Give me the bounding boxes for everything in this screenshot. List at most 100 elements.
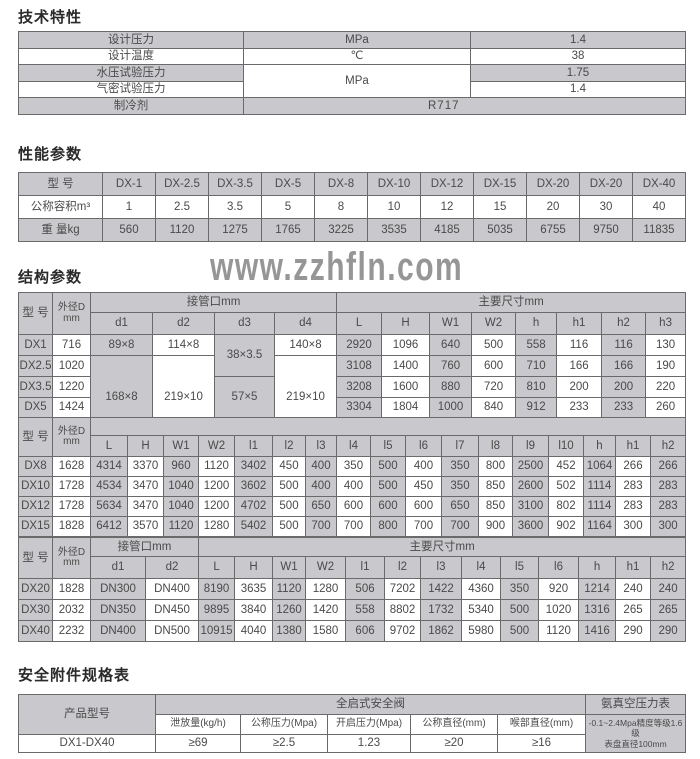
col-header: l1 [234,435,273,457]
value-cell: 3535 [367,218,421,242]
row-label: 重 量kg [18,218,103,242]
table-row: DX1 716 89×8 114×8 38×3.5 140×8 2920 1096 640 500… [18,334,687,377]
dim-cell: 350 [500,578,540,600]
diameter-cell: 716 [52,334,91,356]
dim-cell: 1114 [583,496,616,517]
col-header: l2 [272,435,306,457]
pipe-cell: 219×10 [152,376,215,418]
pipe-cell: 57×5 [214,376,275,418]
label-cell: 制冷剂 [18,97,244,115]
pipe-cell-empty [152,355,215,377]
dim-cell: 1114 [583,476,616,497]
dim-cell: 400 [305,476,337,497]
value-cell: 20 [526,195,580,219]
dim-cell: 700 [405,516,442,537]
dim-cell: 3208 [336,376,383,398]
value-cell: 1120 [155,218,209,242]
dim-cell: 1120 [272,578,307,600]
section-title-structure: 结构参数 [18,269,83,286]
dim-cell: 1260 [272,599,307,621]
dim-cell: 500 [272,476,306,497]
col-header: H [234,556,274,579]
col-header: h3 [645,312,687,335]
dim-cell: 4534 [90,476,128,497]
model-header: 型 号 [18,417,53,457]
value-cell: DX-8 [314,172,368,196]
dim-group-header: 主要尺寸mm [198,537,687,557]
model-cell: DX5 [18,397,53,418]
dim-cell: 3108 [336,355,383,377]
pipe-group-header: 接管口mm [89,292,338,313]
performance-row: 重 量kg 560 1120 1275 1765 3225 3535 4185 5035 6755… [18,218,686,242]
value-cell: 15 [473,195,527,219]
col-header: d2 [152,312,215,335]
dim-cell: 260 [645,397,687,418]
gauge-group-header: 氨真空压力表 [585,694,686,715]
diameter-cell: 2232 [52,620,91,642]
dim-cell: 1420 [305,599,347,621]
dim-cell: 2500 [512,456,549,477]
dim-cell: 233 [556,397,603,418]
value-cell: 3225 [314,218,368,242]
dim-cell: 650 [305,496,337,517]
col-header: H [127,435,164,457]
dim-cell: 606 [345,620,386,642]
dim-cell: 650 [441,496,479,517]
dim-cell: 290 [615,620,652,642]
value-cell: 1.4 [470,81,686,98]
dim-cell: 220 [645,376,687,398]
dim-cell: 920 [538,578,580,600]
dim-cell: 190 [645,355,687,377]
diameter-cell: 1220 [52,376,91,398]
col-header: 公称直径(mm) [410,714,498,735]
pipe-cell: DN450 [144,599,200,621]
col-header: l4 [461,556,502,579]
diameter-cell: 1728 [52,476,91,497]
model-cell: DX30 [18,599,53,621]
value-cell: DX-15 [473,172,527,196]
dim-cell: 265 [650,599,687,621]
value-cell: ≥69 [155,734,241,753]
dim-cell: 452 [548,456,584,477]
tech-row: 设计温度 ℃ 38 [18,48,686,65]
dim-cell: 1280 [305,578,347,600]
value-cell: DX-5 [261,172,315,196]
dim-cell: 8802 [384,599,422,621]
dim-cell: 1120 [163,516,199,537]
structure-table-section-1: 型 号外径D mm 接管口mm 主要尺寸mm d1 d2 d3 d4 L H W1 W2 h h1 h2 h… [18,292,687,418]
value-cell: 11835 [632,218,686,242]
model-cell: DX20 [18,578,53,600]
subheader-row: L H W1 W2 l1 l2 l3 l4 l5 l6 l7 l8 l9 l10 h h1 h2 [19,435,687,457]
dim-cell: 450 [272,456,306,477]
dim-cell: 1580 [305,620,347,642]
table-row: DX12 1728 5634 3470 1040 1200 4702 500 650 600 600… [18,496,687,517]
dim-cell: 4314 [90,456,128,477]
dim-cell: 1096 [381,334,431,356]
dim-cell: 700 [441,516,479,537]
table-row: DX15 1828 6412 3570 1120 1280 5402 500 700 700 800… [18,516,687,537]
dim-cell: 1120 [538,620,580,642]
dim-cell: 9895 [198,599,236,621]
dim-cell: 1120 [198,456,235,477]
dim-cell: 266 [649,456,687,477]
dim-cell: 3570 [127,516,164,537]
value-cell: R717 [243,97,686,115]
dim-cell: 1040 [163,476,199,497]
value-cell: ≥16 [497,734,586,753]
dim-cell: 558 [345,599,386,621]
dim-cell: 1000 [429,397,473,418]
col-header: d1 [90,312,153,335]
dim-cell: 1164 [583,516,616,537]
table-row: DX5 1424 3304 1804 1000 840 912 233 233 260 [18,397,687,418]
table-row: DX10 1728 4534 3470 1040 1200 3602 500 400 400 500… [18,476,687,497]
col-header: h [583,435,616,457]
col-header: H [381,312,431,335]
dim-cell: 240 [650,578,687,600]
pipe-group-header: 接管口mm [89,537,200,557]
dim-cell: 2600 [512,476,549,497]
value-cell: 1.23 [327,734,411,753]
dim-cell: 3635 [234,578,274,600]
col-header: 公称压力(Mpa) [240,714,328,735]
tech-row: 气密试验压力 1.4 [18,81,686,98]
col-header: l8 [478,435,513,457]
